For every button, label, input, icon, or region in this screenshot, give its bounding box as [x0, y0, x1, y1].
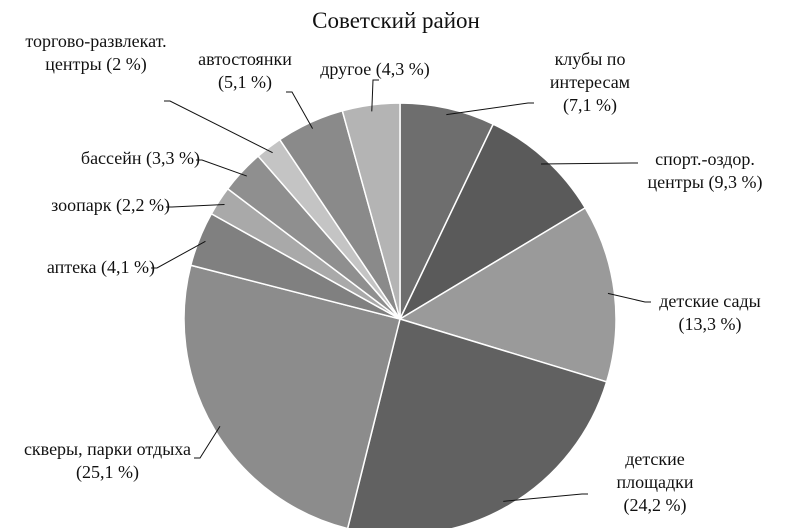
- label-value: (13,3 %): [678, 314, 742, 334]
- data-label: зоопарк (2,2 %): [5, 194, 170, 217]
- leader-line: [607, 292, 651, 303]
- label-value: (9,3 %): [708, 172, 763, 192]
- data-label: скверы, парки отдыха (25,1 %): [10, 438, 205, 484]
- label-name: клубы по интересам: [549, 49, 631, 92]
- leader-line: [446, 102, 534, 116]
- label-value: (4,1 %): [101, 257, 155, 277]
- leader-line: [196, 159, 247, 177]
- label-name: спорт.-оздор. центры: [647, 149, 755, 192]
- data-label: автостоянки (5,1 %): [175, 48, 315, 94]
- label-name: другое: [320, 59, 372, 79]
- label-name: зоопарк: [51, 195, 112, 215]
- data-label: клубы по интересам (7,1 %): [532, 48, 648, 117]
- leader-line: [151, 240, 206, 269]
- label-name: торгово-развлекат. центры: [25, 31, 167, 74]
- label-value: (2,2 %): [116, 195, 170, 215]
- pie-slice: [341, 102, 401, 320]
- label-value: (24,2 %): [623, 495, 687, 515]
- leader-line: [371, 79, 379, 112]
- label-value: (5,1 %): [218, 72, 272, 92]
- data-label: детские площадки (24,2 %): [600, 448, 710, 517]
- label-value: (7,1 %): [563, 95, 617, 115]
- label-name: бассейн: [80, 148, 142, 168]
- leader-line: [503, 493, 588, 502]
- data-label: торгово-развлекат. центры (2 %): [22, 30, 170, 76]
- pie-slice: [346, 318, 608, 528]
- label-name: автостоянки: [198, 49, 292, 69]
- leader-line: [166, 204, 225, 208]
- label-value: (25,1 %): [76, 462, 139, 482]
- data-label: детские сады (13,3 %): [640, 290, 780, 336]
- leader-line: [541, 162, 638, 165]
- leader-line: [194, 425, 221, 459]
- data-label: спорт.-оздор. центры (9,3 %): [625, 148, 785, 194]
- pie-slice: [398, 123, 587, 321]
- chart-title: Советский район: [312, 8, 480, 33]
- data-label: другое (4,3 %): [300, 58, 450, 81]
- leader-line: [286, 91, 314, 129]
- pie-slice: [183, 264, 401, 528]
- label-value: (3,3 %): [146, 148, 200, 168]
- pie-slice: [398, 206, 617, 383]
- label-value: (2 %): [106, 54, 147, 74]
- label-name: аптека: [46, 257, 97, 277]
- data-label: аптека (4,1 %): [5, 256, 155, 279]
- leader-line: [164, 100, 273, 154]
- data-label: бассейн (3,3 %): [5, 147, 200, 170]
- label-name: детские сады: [659, 291, 761, 311]
- label-name: скверы, парки отдыха: [23, 439, 192, 459]
- label-value: (4,3 %): [375, 59, 430, 79]
- label-name: детские площадки: [616, 449, 694, 492]
